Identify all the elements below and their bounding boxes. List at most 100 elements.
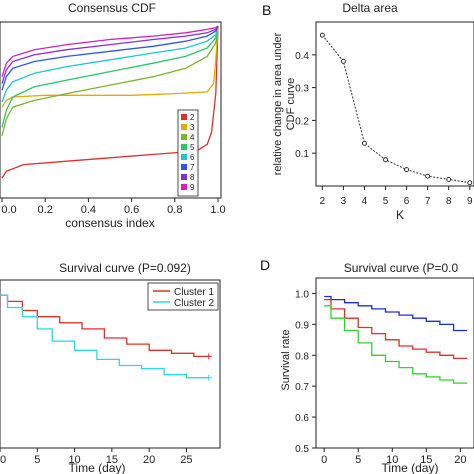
panel-a-x-axis: 0.0 0.2 0.4 0.6 0.8 1.0	[1, 198, 226, 216]
panel-a-xtick-label: 0.2	[38, 204, 53, 216]
panel-a-legend-label: 5	[190, 143, 195, 152]
panel-d-y-axis: 0.5 0.6 0.7 0.8 0.9 1.0	[295, 289, 316, 455]
panel-c-legend-label: Cluster 1	[174, 287, 214, 298]
panel-b: B Delta area 0.1 0.2 0.3 0.4 2 3 4 5 6 7 8 9 K rel…	[262, 1, 474, 222]
panel-d-xlabel: Time (day)	[382, 461, 439, 474]
survival-line-red	[324, 298, 468, 360]
panel-a-xtick-label: 0.8	[167, 204, 182, 216]
panel-d-series	[324, 295, 468, 384]
panel-c-legend-label: Cluster 2	[174, 298, 214, 309]
panel-b-ytick-label: 0.1	[295, 149, 309, 160]
panel-d-ytick-label: 0.8	[295, 351, 309, 362]
panel-b-ytick-label: 0.4	[295, 51, 309, 62]
panel-d-ytick-label: 0.6	[295, 413, 309, 424]
panel-c: Survival curve (P=0.092) Cluster 1Cluste…	[0, 261, 221, 474]
panel-b-letter: B	[262, 2, 271, 18]
panel-a-legend-label: 7	[190, 163, 195, 172]
survival-line-cluster-2	[0, 294, 209, 379]
panel-a-legend-box	[177, 109, 199, 197]
panel-c-xtick-label: 25	[180, 454, 192, 466]
panel-b-xtick-label: 7	[425, 196, 431, 207]
cdf-line-k2	[1, 25, 219, 179]
panel-d-xtick-label: 20	[454, 454, 466, 466]
panel-b-title: Delta area	[342, 1, 398, 15]
panel-c-legend-box	[147, 282, 219, 311]
panel-a-legend-swatch	[181, 144, 187, 150]
panel-b-series	[319, 32, 473, 186]
panel-b-ylabel-line2: CDF curve	[285, 78, 297, 131]
panel-a-legend-swatch	[181, 124, 187, 130]
panel-b-xtick-label: 2	[320, 196, 326, 207]
panel-a-series	[1, 25, 219, 179]
survival-line-blue	[324, 295, 468, 332]
panel-d-ylabel: Survival rate	[280, 329, 292, 390]
panel-b-ylabel: relative change in area under CDF curve	[272, 32, 297, 175]
panel-b-ylabel-line1: relative change in area under	[272, 32, 284, 175]
panel-d-letter: D	[260, 257, 270, 273]
cdf-line-k5	[1, 25, 219, 128]
panel-b-xtick-label: 6	[404, 196, 410, 207]
panel-b-ytick-label: 0.2	[295, 116, 309, 127]
survival-line-cluster-1	[0, 294, 209, 358]
panel-a-legend-label: 2	[190, 113, 195, 122]
cdf-line-k3	[1, 25, 219, 108]
panel-a-legend-swatch	[181, 164, 187, 170]
panel-b-xlabel: K	[396, 208, 404, 222]
survival-line-green	[324, 305, 468, 384]
panel-d-ytick-label: 0.5	[295, 444, 309, 455]
panel-c-frame	[0, 279, 221, 449]
panel-a-legend-swatch	[181, 184, 187, 190]
delta-area-point	[383, 157, 388, 163]
panel-b-xtick-label: 5	[383, 196, 389, 207]
panel-b-xtick-label: 8	[446, 196, 452, 207]
panel-c-x-axis: 0 5 10 15 20 25	[0, 448, 193, 466]
panel-b-ytick-label: 0.3	[295, 84, 309, 95]
panel-b-y-axis: 0.1 0.2 0.3 0.4	[295, 51, 316, 160]
panel-c-xlabel: Time (day)	[69, 461, 126, 474]
delta-area-point	[446, 176, 452, 182]
panel-d-ytick-label: 0.7	[295, 382, 309, 393]
panel-a-legend-label: 8	[190, 173, 195, 182]
panel-b-xtick-label: 9	[467, 196, 473, 207]
cdf-line-k7	[1, 25, 219, 91]
delta-area-point	[425, 173, 431, 179]
panel-c-xtick-label: 20	[143, 454, 155, 466]
panel-b-frame	[315, 21, 474, 187]
panel-d-ytick-label: 1.0	[295, 289, 309, 300]
panel-a-legend-swatch	[181, 154, 187, 160]
panel-d-xtick-label: 10	[386, 454, 398, 466]
panel-a-legend-label: 4	[190, 133, 195, 142]
panel-c-xtick-label: 0	[0, 454, 6, 466]
panel-a-xtick-label: 0.6	[124, 204, 139, 216]
panel-d-ytick-label: 0.9	[295, 320, 309, 331]
panel-b-x-axis: 2 3 4 5 6 7 8 9	[320, 186, 473, 207]
delta-area-point	[467, 180, 473, 186]
panel-d-xtick-label: 15	[420, 454, 432, 466]
panel-c-xtick-label: 10	[68, 454, 80, 466]
panel-a-xtick-label: 0.4	[81, 204, 96, 216]
panel-b-xtick-label: 4	[362, 196, 368, 207]
delta-area-point	[319, 32, 325, 38]
panel-c-xtick-label: 15	[106, 454, 118, 466]
cdf-line-k6	[1, 25, 219, 103]
delta-area-point	[340, 58, 346, 64]
panel-c-series	[0, 294, 212, 381]
cdf-line-k8	[1, 25, 219, 84]
panel-a-legend-swatch	[181, 174, 187, 180]
panel-d-frame	[315, 277, 474, 449]
panel-a-xlabel: consensus index	[65, 216, 154, 230]
panel-d: D Survival curve (P=0.0 0.5 0.6 0.7 0.8 0.9 1…	[260, 257, 474, 474]
panel-a-legend-label: 6	[190, 153, 195, 162]
panel-a-frame	[0, 21, 222, 199]
panel-d-xtick-label: 0	[321, 454, 327, 466]
censor-mark	[205, 374, 212, 381]
panel-c-xtick-label: 5	[34, 454, 40, 466]
panel-a-legend-swatch	[181, 134, 187, 140]
cdf-line-k9	[1, 25, 219, 77]
panel-d-x-axis: 0 5 10 15 20	[321, 448, 467, 466]
